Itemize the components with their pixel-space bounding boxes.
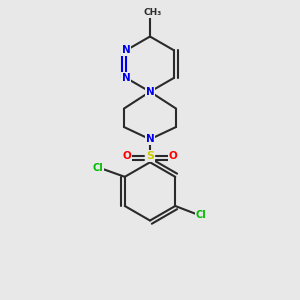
Text: Cl: Cl xyxy=(92,163,103,173)
Text: N: N xyxy=(122,45,130,55)
Text: S: S xyxy=(146,151,154,161)
Text: O: O xyxy=(169,151,177,161)
Text: Cl: Cl xyxy=(195,210,206,220)
Text: N: N xyxy=(122,73,130,83)
Text: CH₃: CH₃ xyxy=(143,8,162,17)
Text: O: O xyxy=(123,151,131,161)
Text: N: N xyxy=(146,134,154,144)
Text: N: N xyxy=(146,87,154,97)
